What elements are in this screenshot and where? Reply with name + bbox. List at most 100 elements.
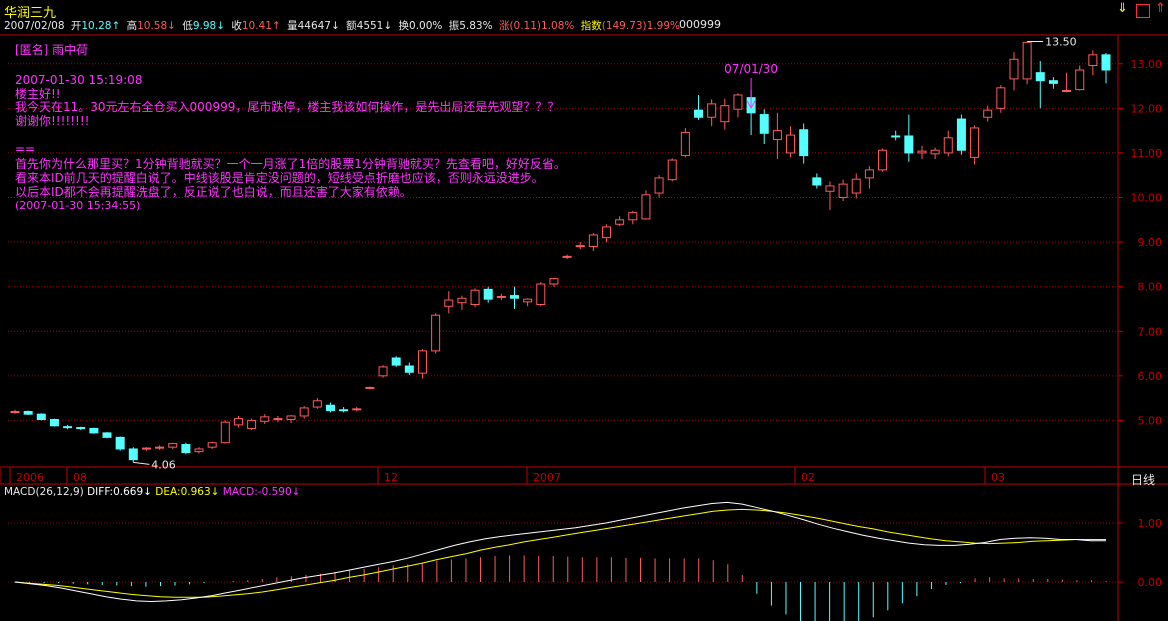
candle-up	[1062, 90, 1072, 92]
price-tick-label: 8.00	[1138, 281, 1163, 294]
time-tick-label: 12	[384, 471, 398, 484]
price-tick-label: 5.00	[1138, 414, 1163, 427]
turnover-label: 换	[398, 20, 410, 32]
diff-label: DIFF:	[87, 486, 114, 498]
window-toggle-icon[interactable]	[1136, 4, 1150, 18]
arrow-down-icon: ↓	[330, 20, 340, 32]
price-tick-label: 12.00	[1131, 102, 1163, 115]
post-line: 楼主好!!	[15, 87, 61, 101]
candle-up	[523, 298, 533, 303]
candle-up	[10, 411, 20, 413]
candle-up	[680, 131, 690, 157]
post-separator: ==	[15, 142, 36, 156]
candle-down	[799, 129, 809, 157]
candle-down	[89, 427, 99, 434]
candle-up	[378, 366, 388, 377]
high-value: 10.58	[137, 20, 168, 32]
arrow-down-icon: ↓	[383, 20, 393, 32]
time-tick-label: 03	[991, 471, 1005, 484]
time-tick-label: 08	[73, 471, 87, 484]
candle-up	[628, 212, 638, 221]
candle-up	[602, 226, 612, 239]
arrow-down-icon: ↓	[143, 486, 152, 498]
candle-down	[36, 413, 46, 421]
post-line: 我今天在11。30元左右全仓买入000999，尾市跌停，楼主我该如何操作，是先出…	[15, 100, 560, 114]
candle-up	[431, 314, 441, 352]
candle-down	[63, 426, 73, 429]
candle-up	[496, 295, 506, 298]
reply-line: 看来本ID前几天的提醒白说了。中线该股是肯定没问题的，短线受点折磨也应该，否则永…	[15, 171, 544, 185]
price-tick-label: 10.00	[1131, 192, 1163, 205]
reply-line: 以后本ID都不会再提醒洗盘了，反正说了也白说，而且还害了大家有依赖。	[15, 185, 412, 199]
time-tick-label: 2006	[16, 471, 44, 484]
price-tick-label: 9.00	[1138, 236, 1163, 249]
turnover-value: 0.00%	[409, 20, 443, 32]
arrow-up-icon: ↑	[111, 20, 121, 32]
candle-up	[667, 159, 677, 181]
arrow-up-icon: ↑	[271, 20, 281, 32]
candle-up	[233, 418, 243, 426]
date-marker-arrowhead	[746, 100, 756, 110]
period-label[interactable]: 日线	[1131, 473, 1156, 487]
candle-up	[220, 421, 230, 444]
arrow-down-icon: ↓	[210, 486, 220, 498]
dea-label: DEA:	[155, 486, 181, 498]
candle-up	[141, 447, 151, 450]
post-time: 2007-01-30 15:19:08	[15, 73, 143, 87]
amplitude-label: 振	[448, 20, 460, 32]
scroll-down-icon[interactable]: ⇓	[1117, 1, 1128, 16]
candle-up	[878, 149, 888, 171]
macd-value: -0.590	[257, 486, 292, 498]
candle-down	[49, 419, 59, 427]
price-tick-label: 13.00	[1131, 58, 1163, 71]
volume-value: 44647	[297, 20, 331, 32]
candle-down	[483, 288, 493, 300]
candle-up	[312, 400, 322, 408]
candle-up	[194, 448, 204, 453]
candle-up	[825, 185, 835, 192]
candle-down	[391, 357, 401, 366]
candle-up	[260, 416, 270, 422]
index-label: 指数	[580, 20, 602, 32]
open-label: 开	[70, 20, 82, 32]
high-label: 高	[126, 20, 138, 32]
candle-up	[996, 87, 1006, 109]
candle-up	[575, 245, 585, 248]
dea-line	[14, 508, 1106, 598]
post-line: 谢谢你!!!!!!!!	[15, 114, 90, 128]
arrow-down-icon: ↓	[216, 20, 226, 32]
reply-time: (2007-01-30 15:34:55)	[15, 199, 141, 212]
reply-line: 首先你为什么那里买？1分钟背驰就买？一个一月涨了1倍的股票1分钟背驰就买？先查看…	[15, 157, 566, 171]
post-author: [匿名] 雨中荷	[15, 43, 89, 57]
amount-value: 4551	[356, 20, 384, 32]
candle-up	[707, 103, 717, 118]
candle-up	[720, 105, 730, 123]
price-tick-label: 6.00	[1138, 370, 1163, 383]
high-marker-label: 13.50	[1045, 35, 1077, 48]
macd-tick-label: 0.00	[1138, 576, 1163, 589]
quote-bar: 2007/02/08 开10.28↑ 高10.58↓ 低9.98↓ 收10.41…	[4, 18, 683, 33]
candle-up	[247, 419, 257, 429]
candle-down	[904, 135, 914, 154]
arrow-down-icon: ↓	[291, 486, 301, 498]
candle-down	[891, 135, 901, 138]
scroll-up-icon[interactable]: ⇑	[1155, 1, 1166, 16]
amplitude-value: 5.83%	[459, 20, 493, 32]
candle-down	[812, 177, 822, 186]
diff-value: 0.669	[113, 486, 144, 498]
candle-up	[562, 255, 572, 258]
low-label: 低	[182, 20, 193, 32]
time-tick-label: 2007	[533, 471, 561, 484]
macd-params: MACD(26,12,9)	[4, 486, 84, 498]
candle-up	[838, 183, 848, 198]
candle-up	[588, 234, 598, 248]
candle-up	[273, 418, 283, 421]
candle-up	[772, 130, 782, 141]
candle-up	[943, 137, 953, 154]
index-value: (149.73)1.99%	[601, 20, 681, 32]
candle-up	[470, 289, 480, 306]
diff-line	[14, 501, 1106, 603]
time-tick-label: 02	[801, 471, 815, 484]
close-label: 收	[231, 20, 242, 32]
